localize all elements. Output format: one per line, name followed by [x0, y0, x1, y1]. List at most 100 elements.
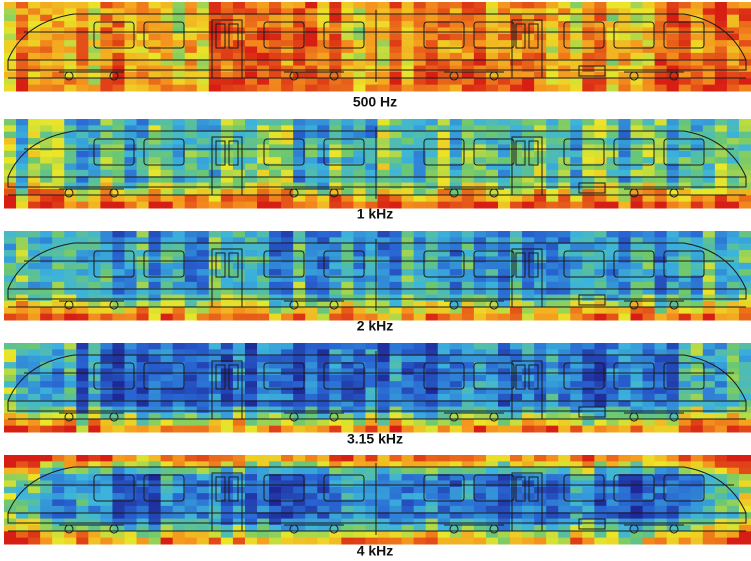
- heat-cell: [485, 237, 499, 245]
- heat-cell: [100, 275, 113, 283]
- heat-cell: [606, 499, 619, 507]
- heat-cell: [317, 349, 330, 357]
- heat-cell: [534, 138, 547, 145]
- heat-cell: [305, 52, 318, 60]
- heat-cell: [305, 14, 318, 22]
- heat-cell: [461, 182, 475, 190]
- heat-cell: [329, 84, 342, 92]
- heat-cell: [726, 381, 740, 388]
- heat-cell: [317, 499, 330, 507]
- heat-cell: [437, 8, 451, 16]
- heat-cell: [160, 237, 174, 245]
- heat-cell: [269, 182, 282, 190]
- heat-cell: [208, 119, 222, 126]
- heat-cell: [124, 374, 138, 382]
- heat-cell: [377, 524, 391, 532]
- heat-cell: [172, 188, 186, 196]
- heat-cell: [76, 27, 89, 35]
- window: [323, 362, 365, 390]
- heat-cell: [654, 59, 668, 67]
- heat-cell: [510, 119, 523, 126]
- heat-cell: [160, 195, 174, 203]
- heat-cell: [666, 138, 680, 145]
- heat-cell: [437, 188, 451, 196]
- heat-cell: [341, 40, 354, 47]
- heat-cell: [678, 150, 692, 158]
- heat-cell: [124, 467, 138, 475]
- heat-cell: [666, 59, 680, 67]
- heat-cell: [232, 288, 246, 296]
- heat-cell: [461, 512, 475, 520]
- heat-cell: [726, 269, 740, 276]
- heat-cell: [365, 518, 378, 526]
- heat-cell: [269, 256, 282, 264]
- heat-cell: [220, 195, 234, 203]
- heat-cell: [401, 65, 415, 73]
- heat-cell: [522, 480, 535, 488]
- heat-cell: [160, 33, 174, 41]
- heat-cell: [726, 188, 740, 196]
- heat-cell: [726, 8, 740, 16]
- heat-cell: [16, 176, 29, 184]
- heat-cell: [232, 8, 246, 16]
- heat-cell: [124, 455, 138, 462]
- heat-cell: [702, 419, 716, 427]
- heat-cell: [678, 486, 692, 494]
- heat-cell: [40, 493, 53, 500]
- heat-cell: [534, 455, 547, 462]
- heat-cell: [449, 250, 463, 257]
- heat-cell: [76, 425, 89, 433]
- heat-cell: [353, 374, 366, 382]
- heat-cell: [413, 374, 427, 382]
- heat-cell: [257, 14, 270, 22]
- door-window: [228, 476, 239, 502]
- door-window: [515, 476, 526, 502]
- heat-cell: [618, 250, 632, 257]
- heat-cell: [244, 8, 258, 16]
- heat-cell: [4, 262, 17, 270]
- heat-cell: [112, 406, 125, 414]
- window: [663, 250, 705, 278]
- heat-cell: [534, 195, 547, 203]
- heat-cell: [570, 84, 583, 92]
- heat-cell: [305, 8, 318, 16]
- heat-cell: [4, 518, 17, 526]
- heat-cell: [377, 182, 391, 190]
- heat-cell: [437, 537, 451, 545]
- heat-cell: [546, 157, 559, 164]
- heat-cell: [341, 461, 354, 469]
- heat-cell: [449, 281, 463, 289]
- heat-cell: [16, 33, 29, 41]
- heat-cell: [606, 163, 619, 171]
- heat-cell: [365, 119, 378, 126]
- heat-cell: [461, 46, 475, 54]
- heat-cell: [16, 531, 29, 539]
- heat-cell: [497, 486, 511, 494]
- heat-cell: [606, 524, 619, 532]
- heat-cell: [630, 368, 644, 376]
- heat-cell: [522, 78, 535, 86]
- heat-cell: [690, 512, 704, 520]
- heat-cell: [88, 512, 101, 520]
- heat-cell: [570, 243, 583, 251]
- heat-cell: [570, 455, 583, 462]
- heat-cell: [522, 281, 535, 289]
- heat-cell: [714, 2, 728, 9]
- heat-cell: [461, 269, 475, 276]
- heat-cell: [220, 518, 234, 526]
- heat-cell: [136, 243, 150, 251]
- heat-cell: [317, 461, 330, 469]
- heat-cell: [76, 78, 89, 86]
- heat-cell: [425, 150, 439, 158]
- heat-cell: [461, 169, 475, 177]
- heat-cell: [365, 381, 378, 388]
- heat-cell: [172, 71, 186, 79]
- heat-cell: [666, 176, 680, 184]
- heat-cell: [40, 243, 53, 251]
- heat-cell: [678, 46, 692, 54]
- heat-cell: [293, 27, 306, 35]
- heat-cell: [437, 138, 451, 145]
- heat-cell: [353, 71, 366, 79]
- heat-cell: [401, 27, 415, 35]
- heat-cell: [449, 524, 463, 532]
